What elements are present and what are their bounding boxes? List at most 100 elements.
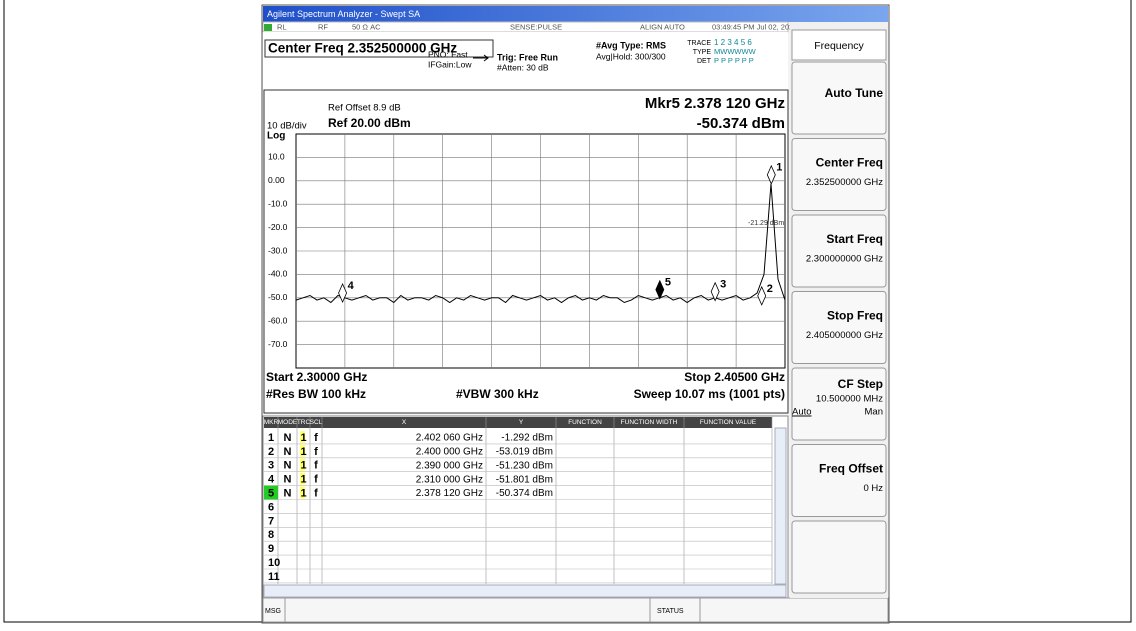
trace-cell <box>300 472 305 485</box>
y-tick-label: -70.0 <box>268 339 288 349</box>
marker <box>655 279 665 300</box>
center-freq-box[interactable] <box>264 39 494 58</box>
atten: #Atten: 30 dB <box>497 62 549 72</box>
y-tick-label: -10.0 <box>268 198 288 208</box>
table-cell: f <box>314 474 318 486</box>
softkey-value: 0 Hz <box>863 483 883 494</box>
ref-offset: Ref Offset 8.9 dB <box>328 103 401 114</box>
trace-cell <box>300 458 305 471</box>
column-header: X <box>402 419 407 426</box>
scale: 10 dB/div <box>267 121 307 132</box>
avg-hold: Avg|Hold: 300/300 <box>596 51 666 61</box>
vertical-scrollbar[interactable] <box>774 427 787 585</box>
marker <box>710 281 720 302</box>
table-cell: 2.378 120 GHz <box>416 488 483 499</box>
marker-table: MKR MODE TRC SCL X Y FUNCTION FUNCTION WIDTH FUN… <box>262 415 789 599</box>
table-cell: f <box>314 432 318 444</box>
table-cell: -53.019 dBm <box>496 446 553 457</box>
vbw: #VBW 300 kHz <box>456 387 539 401</box>
softkey-option: Man <box>865 407 883 418</box>
trace-value: 1 2 3 4 5 6 <box>714 38 752 47</box>
table-cell: N <box>284 432 292 444</box>
window-title: Agilent Spectrum Analyzer - Swept SA <box>267 9 420 19</box>
table-cell: 2.390 000 GHz <box>416 460 483 471</box>
title-bar <box>263 6 888 22</box>
status-item: ALIGN AUTO <box>640 22 685 31</box>
column-header: MKR <box>264 419 279 426</box>
status-item: RL <box>277 22 287 31</box>
center-freq-setting: Center Freq 2.352500000 GHz <box>268 41 457 56</box>
table-cell: 9 <box>268 543 274 555</box>
column-header: FUNCTION <box>568 419 602 426</box>
softkey-value: 10.500000 MHz <box>816 394 883 405</box>
table-cell: 10 <box>268 557 280 569</box>
table-header-bg <box>264 417 772 428</box>
table-cell: N <box>284 487 292 499</box>
column-header: Y <box>519 419 524 426</box>
softkey[interactable] <box>791 367 887 441</box>
softkey[interactable] <box>791 444 887 517</box>
status-row: RL RF 50 Ω AC SENSE:PULSE ALIGN AUTO 03:49:45… <box>262 21 797 33</box>
plot: 10.0 0.00 -10.0 -20.0 -30.0 -40.0 -50.0 -60.0 -7… <box>268 133 786 369</box>
stop-freq: Stop 2.40500 GHz <box>684 370 785 384</box>
table-cell: -1.292 dBm <box>501 433 553 444</box>
trig: Trig: Free Run <box>497 52 558 62</box>
table-cell: N <box>284 446 292 458</box>
y-tick-label: 0.00 <box>268 175 285 185</box>
msg-label: MSG <box>265 608 281 615</box>
table-cell: -51.230 dBm <box>496 460 553 471</box>
marker <box>338 283 348 303</box>
softkey-label: Start Freq <box>826 232 883 246</box>
table-cell: f <box>314 446 318 458</box>
active-marker-cell <box>264 485 278 500</box>
type-label: TYPE <box>693 49 712 56</box>
softkey[interactable] <box>791 520 887 594</box>
softkey-label: Auto Tune <box>825 86 884 100</box>
table-cell: 2.400 000 GHz <box>416 446 483 457</box>
table-cell: N <box>284 460 292 472</box>
marker-readout-amp: -50.374 dBm <box>697 115 785 132</box>
table-cell: 11 <box>268 571 280 583</box>
table-cell: 1 <box>300 487 306 499</box>
softkey-label: CF Step <box>838 377 883 391</box>
marker-label: 1 <box>776 162 782 174</box>
ifgain: IFGain:Low <box>428 59 472 69</box>
table-cell: 1 <box>300 432 306 444</box>
softkey[interactable] <box>791 214 887 288</box>
status-item: SENSE:PULSE <box>510 22 562 31</box>
column-header: MODE <box>278 419 298 426</box>
y-tick-label: -20.0 <box>268 222 288 232</box>
softkey-label: Stop Freq <box>827 309 883 323</box>
res-bw: #Res BW 100 kHz <box>266 387 366 401</box>
table-cell: 5 <box>268 487 274 499</box>
log-label: Log <box>267 131 285 142</box>
table-cell: 2.310 000 GHz <box>416 474 483 485</box>
table-cell: 8 <box>268 529 274 541</box>
softkey[interactable] <box>791 291 887 364</box>
table-cell: 6 <box>268 501 274 513</box>
trace-cell <box>300 431 305 443</box>
lxi-icon <box>264 24 272 31</box>
horizontal-scrollbar[interactable] <box>263 584 787 598</box>
y-tick-label: -60.0 <box>268 315 288 325</box>
avg-type: #Avg Type: RMS <box>596 40 666 50</box>
trace <box>295 183 786 304</box>
softkeys: Frequency Auto Tune Center Freq 2.35250000… <box>790 22 888 598</box>
marker <box>757 285 767 306</box>
column-header: SCL <box>310 419 323 426</box>
trace-cell <box>300 444 305 457</box>
softkey-label: Center Freq <box>816 156 883 170</box>
column-header: TRC <box>297 419 311 426</box>
table-cell: 3 <box>268 460 274 472</box>
det-label: DET <box>697 58 712 65</box>
table-cell: -50.374 dBm <box>496 488 553 499</box>
softkey[interactable] <box>791 138 887 211</box>
softkey[interactable] <box>791 61 887 135</box>
trig-arrow <box>473 54 489 62</box>
table-bg <box>262 415 789 599</box>
marker <box>766 164 776 185</box>
bottom-bar <box>262 597 889 623</box>
trace-label: TRACE <box>687 40 711 47</box>
table-cell: 7 <box>268 515 274 527</box>
